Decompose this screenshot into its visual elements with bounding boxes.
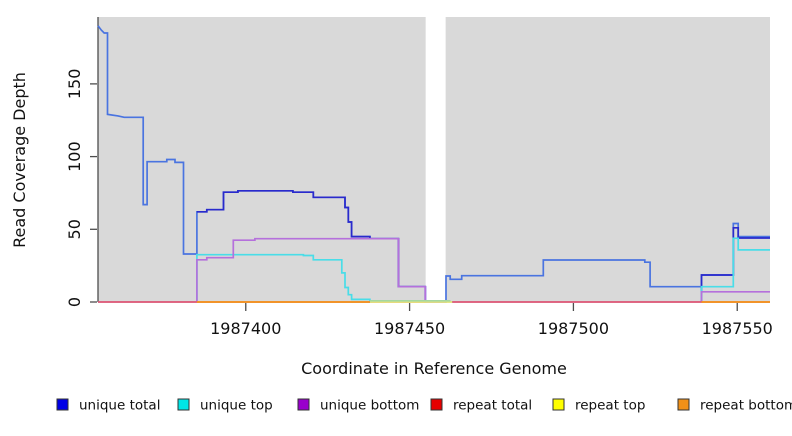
y-axis-label: Read Coverage Depth <box>10 72 29 248</box>
x-tick-label-1: 1987450 <box>374 319 445 338</box>
legend-item-unique-top: unique top <box>177 398 273 414</box>
legend-item-repeat-total: repeat total <box>430 398 532 414</box>
y-tick-label-3: 150 <box>65 69 84 100</box>
legend-swatch <box>56 398 69 411</box>
no-data-gap-band <box>425 16 446 302</box>
x-tick-label-2: 1987500 <box>538 319 609 338</box>
legend-item-unique-bottom: unique bottom <box>297 398 419 414</box>
series-line-unique-bottom <box>196 237 446 303</box>
legend-swatch <box>552 398 565 411</box>
legend-swatch <box>677 398 690 411</box>
x-tick-label-0: 1987400 <box>210 319 281 338</box>
legend-swatch <box>430 398 443 411</box>
series-line-unique-top <box>196 253 372 303</box>
y-tick-label-0: 0 <box>65 297 84 307</box>
no-data-gap <box>425 16 446 302</box>
legend-label: repeat bottom <box>700 398 792 414</box>
series-lines <box>97 25 770 303</box>
legend-swatch <box>297 398 310 411</box>
legend-swatch <box>177 398 190 411</box>
legend-label: unique bottom <box>320 398 419 414</box>
legend-item-repeat-bottom: repeat bottom <box>677 398 792 414</box>
legend-label: unique top <box>200 398 273 414</box>
legend-label: repeat total <box>453 398 532 414</box>
legend: unique total unique top unique bottom repea… <box>56 398 792 414</box>
legend-item-unique-total: unique total <box>56 398 160 414</box>
series-line-unique-top <box>700 237 770 302</box>
x-axis-label: Coordinate in Reference Genome <box>301 359 567 378</box>
tick-labels: 1987400 1987450 1987500 1987550 0 50 100 150 <box>65 69 773 338</box>
legend-item-repeat-top: repeat top <box>552 398 645 414</box>
series-line-unique-bottom <box>700 290 770 302</box>
x-tick-label-3: 1987550 <box>702 319 773 338</box>
y-tick-label-1: 50 <box>65 219 84 239</box>
y-tick-label-2: 100 <box>65 141 84 172</box>
legend-label: repeat top <box>575 398 645 414</box>
legend-label: unique total <box>79 398 160 414</box>
